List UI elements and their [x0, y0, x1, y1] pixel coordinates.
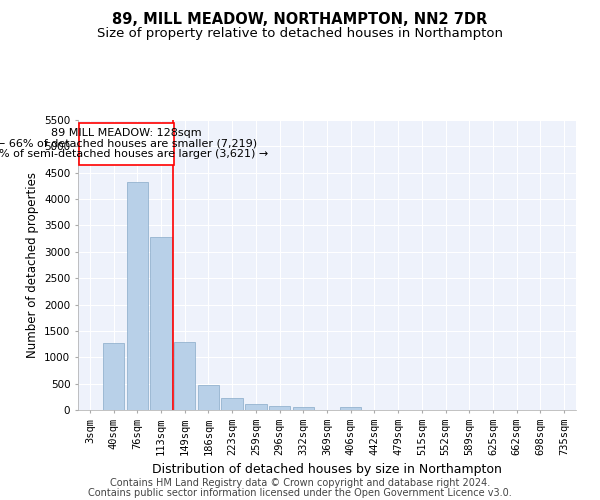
Text: Contains HM Land Registry data © Crown copyright and database right 2024.: Contains HM Land Registry data © Crown c… [110, 478, 490, 488]
Bar [269, 406, 290, 410]
X-axis label: Distribution of detached houses by size in Northampton: Distribution of detached houses by size … [152, 464, 502, 476]
Text: Contains public sector information licensed under the Open Government Licence v3: Contains public sector information licen… [88, 488, 512, 498]
Text: Size of property relative to detached houses in Northampton: Size of property relative to detached ho… [97, 28, 503, 40]
Bar [103, 343, 124, 410]
Bar [221, 398, 243, 410]
Bar [340, 406, 361, 410]
Bar [293, 407, 314, 410]
Y-axis label: Number of detached properties: Number of detached properties [26, 172, 38, 358]
Text: 89, MILL MEADOW, NORTHAMPTON, NN2 7DR: 89, MILL MEADOW, NORTHAMPTON, NN2 7DR [112, 12, 488, 28]
Bar [151, 236, 172, 410]
FancyBboxPatch shape [79, 122, 174, 165]
Bar [174, 342, 196, 410]
Bar [127, 182, 148, 410]
Text: 33% of semi-detached houses are larger (3,621) →: 33% of semi-detached houses are larger (… [0, 150, 268, 160]
Text: 89 MILL MEADOW: 128sqm: 89 MILL MEADOW: 128sqm [52, 128, 202, 138]
Bar [198, 385, 219, 410]
Text: ← 66% of detached houses are smaller (7,219): ← 66% of detached houses are smaller (7,… [0, 138, 257, 148]
Bar [245, 404, 266, 410]
